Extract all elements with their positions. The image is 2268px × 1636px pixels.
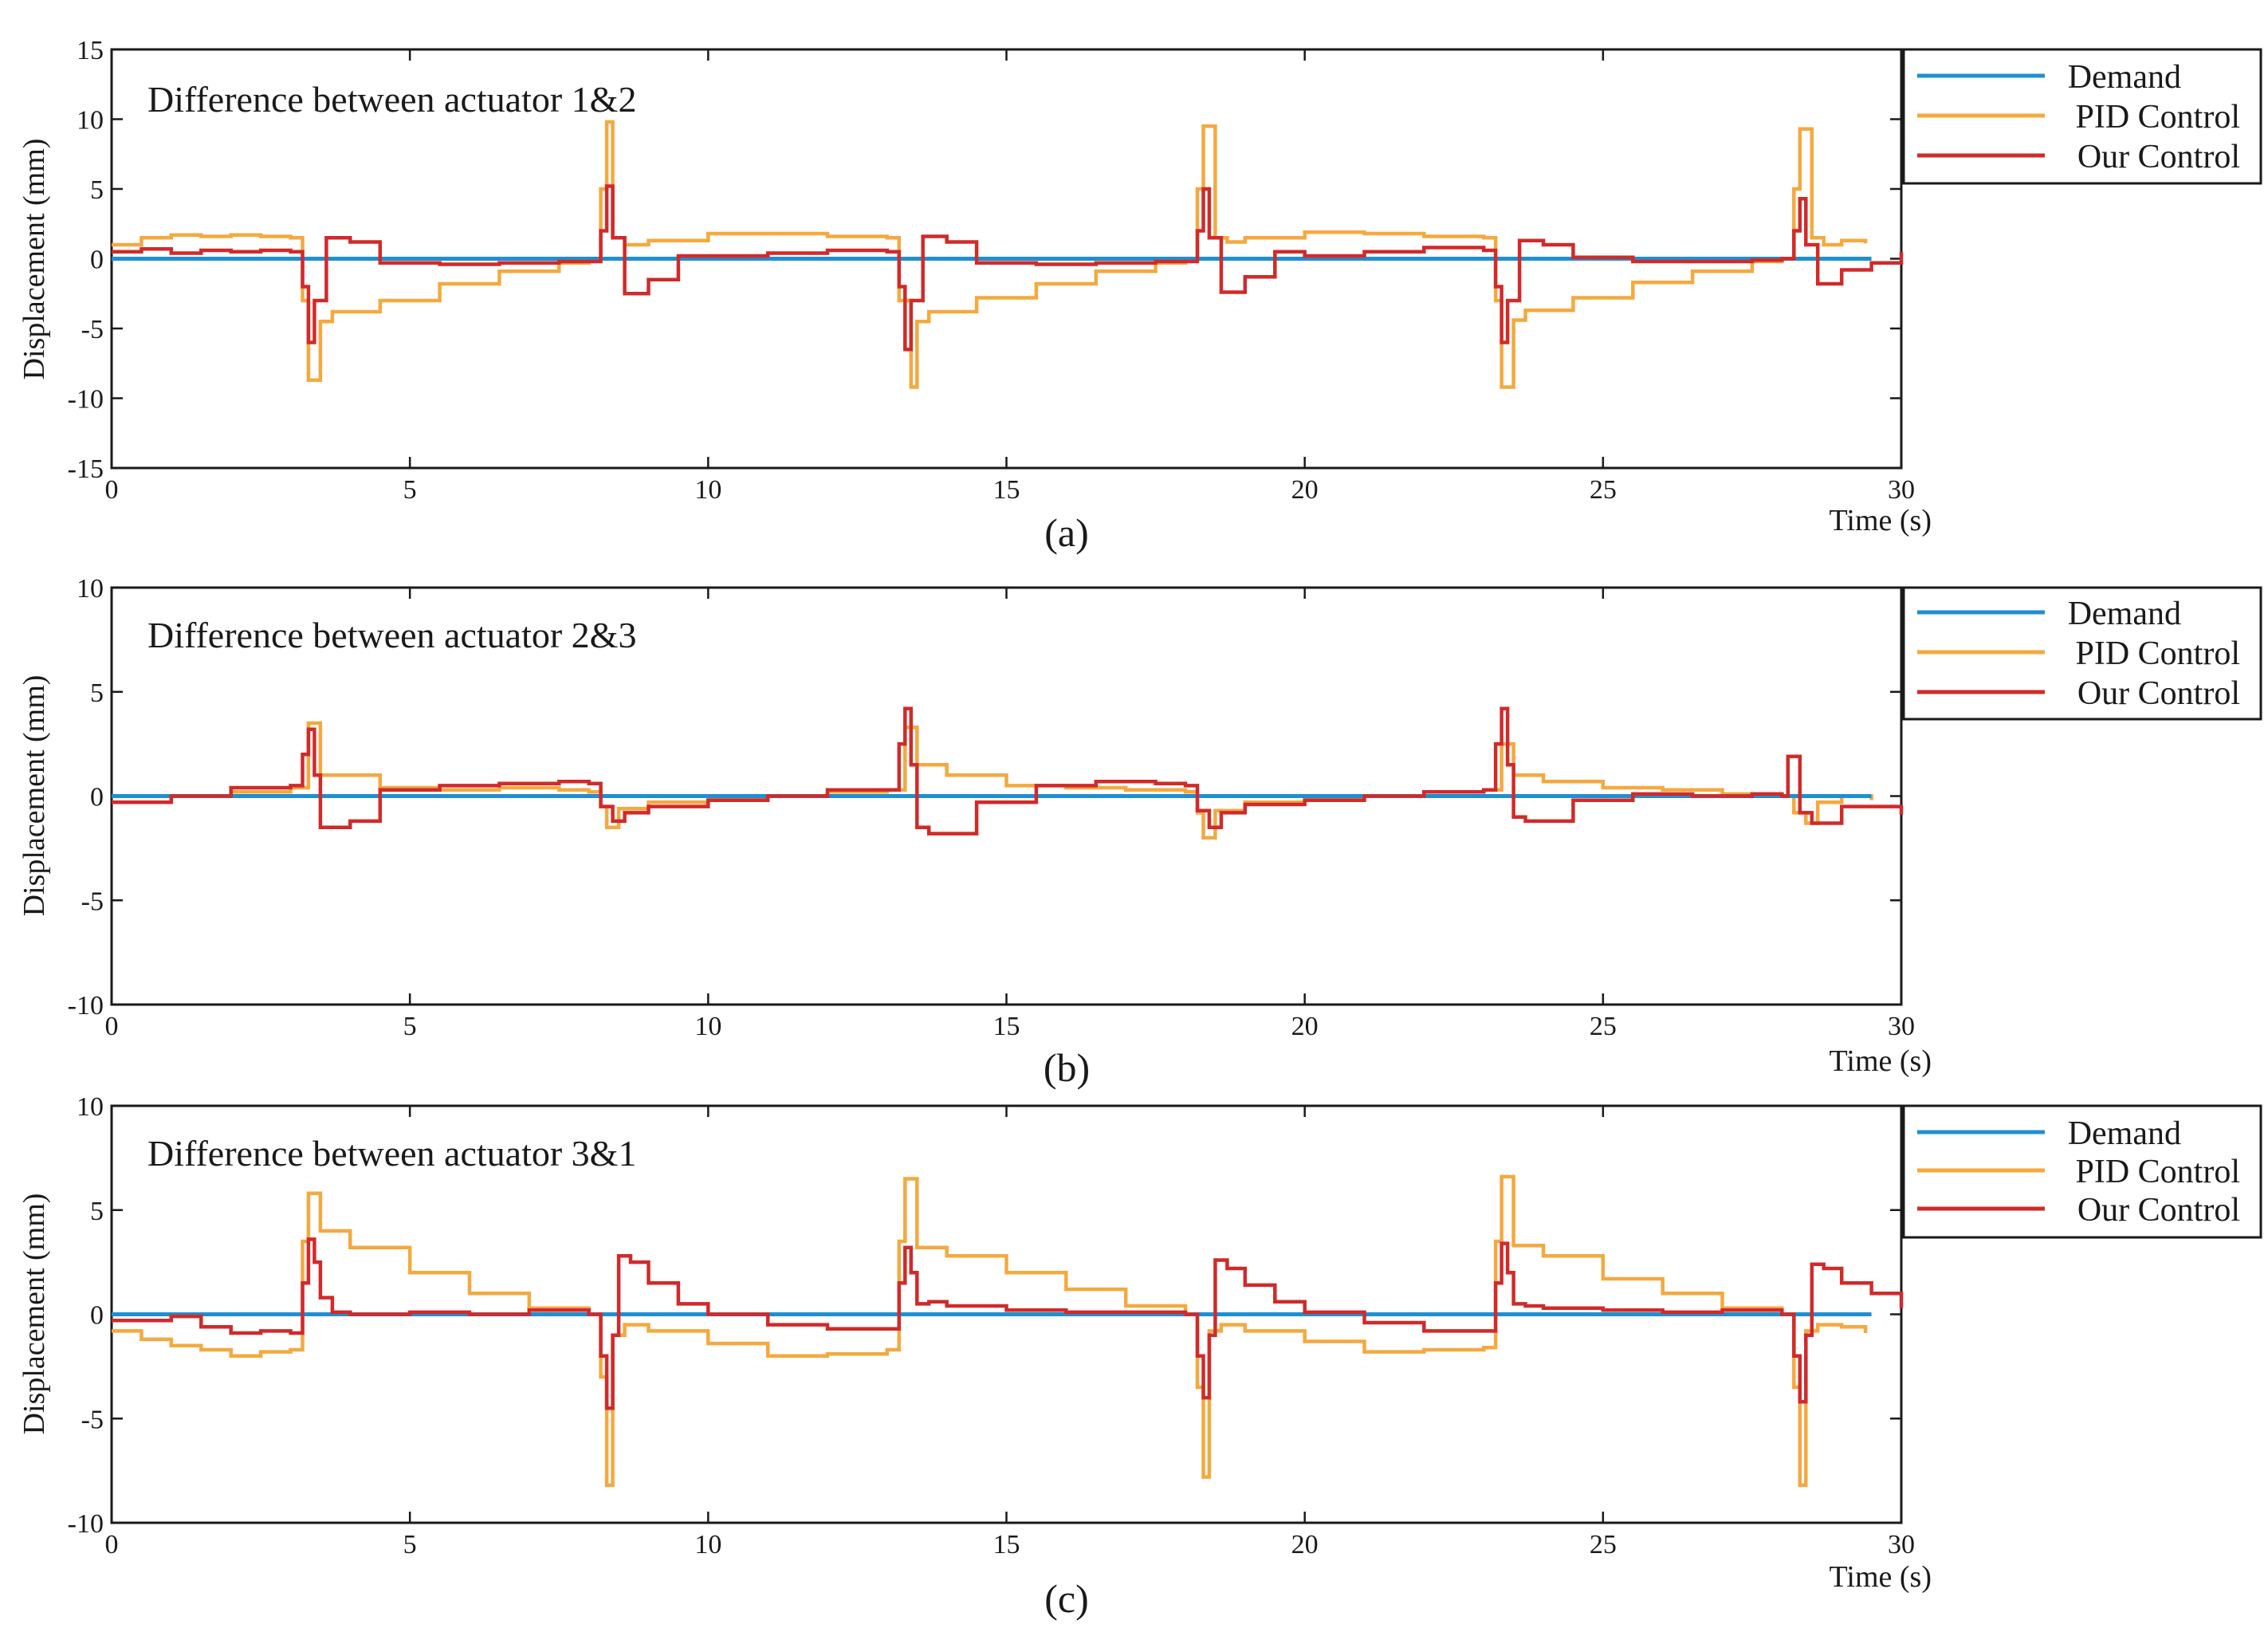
panel-caption-c: (c) <box>1044 1576 1089 1621</box>
legend-label-pid-b: PID Control <box>2075 635 2240 672</box>
x-tick-label-c-15: 15 <box>993 1530 1020 1559</box>
x-tick-label-b-0: 0 <box>105 1012 119 1041</box>
panel-caption-b: (b) <box>1044 1045 1090 1090</box>
y-ticks-c: -10 -5 0 5 10 <box>68 1092 1901 1539</box>
legend-a: Demand PID Control Our Control <box>1902 48 2262 185</box>
series-pid-control-c <box>112 1174 1868 1488</box>
x-ticks-c: 0 5 10 15 20 25 30 <box>105 1106 1915 1559</box>
y-axis-label-c: Displacement (mm) <box>18 1194 51 1435</box>
legend-b: Demand PID Control Our Control <box>1902 586 2262 721</box>
panel-title-c: Difference between actuator 3&1 <box>147 1133 636 1174</box>
x-tick-label-b-5: 5 <box>403 1012 417 1041</box>
x-ticks-a: 0 5 10 15 20 25 30 <box>105 49 1915 505</box>
x-tick-label-a-10: 10 <box>694 475 721 505</box>
legend-label-our-c: Our Control <box>2077 1192 2240 1229</box>
x-ticks-b: 0 5 10 15 20 25 30 <box>105 588 1915 1041</box>
series-pid-control-a <box>112 120 1868 389</box>
y-tick-label-c--10: -10 <box>68 1509 104 1539</box>
legend-label-pid-c: PID Control <box>2075 1154 2240 1190</box>
y-ticks-b: -10 -5 0 5 10 <box>68 574 1901 1021</box>
x-tick-label-b-30: 30 <box>1888 1012 1915 1041</box>
y-tick-label-a-15: 15 <box>77 36 104 65</box>
x-tick-label-a-25: 25 <box>1590 475 1617 505</box>
x-tick-label-a-15: 15 <box>993 475 1020 505</box>
legend-label-our-b: Our Control <box>2077 675 2240 712</box>
y-tick-label-a--5: -5 <box>81 315 104 344</box>
series-group-c <box>112 1174 1904 1488</box>
y-tick-label-c-0: 0 <box>90 1301 104 1331</box>
x-tick-label-a-30: 30 <box>1888 475 1915 505</box>
x-axis-label-c: Time (s) <box>1830 1560 1932 1594</box>
y-axis-label-b: Displacement (mm) <box>18 675 51 917</box>
legend-label-demand-c: Demand <box>2068 1115 2181 1152</box>
y-tick-label-b-10: 10 <box>77 574 104 604</box>
panel-b: -10 -5 0 5 10 0 5 10 15 20 25 30 Difference betwee… <box>18 574 2262 1090</box>
y-tick-label-b--5: -5 <box>81 887 104 916</box>
x-tick-label-c-10: 10 <box>694 1530 721 1559</box>
x-tick-label-c-20: 20 <box>1291 1530 1319 1559</box>
legend-c: Demand PID Control Our Control <box>1902 1104 2262 1239</box>
x-axis-label-b: Time (s) <box>1830 1044 1932 1078</box>
x-tick-label-b-15: 15 <box>993 1012 1020 1041</box>
y-tick-label-a--15: -15 <box>68 454 104 484</box>
y-tick-label-a-0: 0 <box>90 246 104 275</box>
series-our-control-a <box>112 184 1904 352</box>
legend-label-our-a: Our Control <box>2077 139 2240 175</box>
x-axis-label-a: Time (s) <box>1830 504 1932 537</box>
y-tick-label-c-5: 5 <box>90 1197 104 1226</box>
x-tick-label-b-10: 10 <box>694 1012 721 1041</box>
panel-title-a: Difference between actuator 1&2 <box>147 79 636 120</box>
x-tick-label-c-25: 25 <box>1590 1530 1617 1559</box>
y-tick-label-b--10: -10 <box>68 991 104 1021</box>
x-tick-label-b-20: 20 <box>1291 1012 1319 1041</box>
x-tick-label-a-0: 0 <box>105 475 119 505</box>
series-group-b <box>112 706 1904 840</box>
series-our-control-b <box>112 706 1904 836</box>
y-tick-label-a--10: -10 <box>68 385 104 415</box>
y-tick-label-a-5: 5 <box>90 175 104 205</box>
series-our-control-c <box>112 1237 1904 1410</box>
panel-caption-a: (a) <box>1044 510 1089 555</box>
x-tick-label-a-20: 20 <box>1291 475 1319 505</box>
panel-a: -15 -10 -5 0 5 10 15 0 5 10 15 20 25 30 Difference b… <box>18 36 2262 555</box>
legend-label-demand-b: Demand <box>2068 596 2181 632</box>
y-tick-label-c--5: -5 <box>81 1405 104 1434</box>
x-tick-label-c-5: 5 <box>403 1530 417 1559</box>
y-tick-label-b-5: 5 <box>90 678 104 708</box>
x-tick-label-b-25: 25 <box>1590 1012 1617 1041</box>
y-tick-label-a-10: 10 <box>77 106 104 136</box>
x-tick-label-c-0: 0 <box>105 1530 119 1559</box>
panel-c: -10 -5 0 5 10 0 5 10 15 20 25 30 Difference betwee… <box>18 1092 2262 1621</box>
y-tick-label-c-10: 10 <box>77 1092 104 1122</box>
y-tick-label-b-0: 0 <box>90 783 104 812</box>
series-group-a <box>112 120 1904 389</box>
x-tick-label-c-30: 30 <box>1888 1530 1915 1559</box>
legend-label-demand-a: Demand <box>2068 59 2181 96</box>
y-axis-label-a: Displacement (mm) <box>18 139 51 380</box>
x-tick-label-a-5: 5 <box>403 475 417 505</box>
legend-label-pid-a: PID Control <box>2075 99 2240 136</box>
panel-title-b: Difference between actuator 2&3 <box>147 615 636 655</box>
